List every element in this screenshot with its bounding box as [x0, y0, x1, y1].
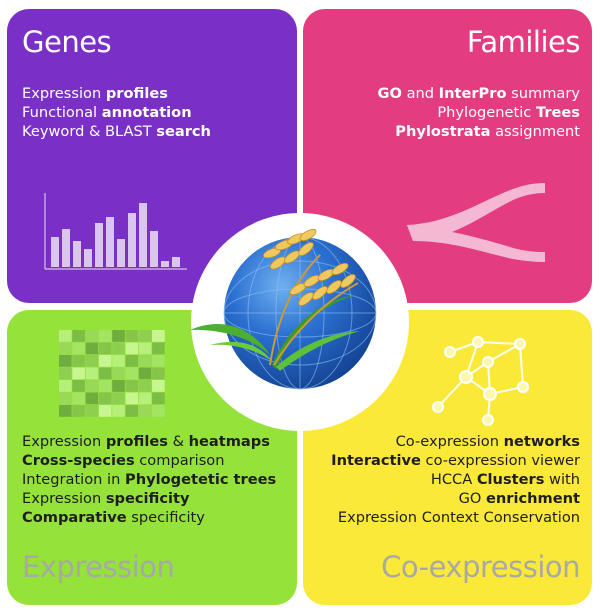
heatmap-cell: [85, 367, 99, 380]
heatmap-cell: [112, 330, 125, 342]
coexpression-feature-list: Co-expression networks Interactive co-ex…: [331, 432, 580, 527]
heatmap-cell: [152, 405, 165, 417]
expression-line: Expression profiles & heatmaps: [22, 433, 270, 450]
heatmap-cell: [112, 342, 125, 355]
heatmap-cell: [125, 367, 139, 380]
heatmap-cell: [152, 392, 165, 405]
genes-line: Functional annotation: [22, 104, 192, 121]
heatmap-cell: [98, 330, 112, 342]
heatmap-cell: [59, 405, 72, 417]
heatmap-cell: [138, 367, 152, 380]
heatmap-cell: [72, 355, 85, 367]
heatmap-cell: [59, 330, 72, 342]
heatmap-cell: [72, 330, 85, 342]
heatmap-cell: [125, 330, 139, 342]
expression-line: Cross-species comparison: [22, 452, 225, 469]
heatmap-cell: [85, 330, 99, 342]
heatmap-cell: [112, 405, 125, 417]
heatmap-cell: [112, 392, 125, 405]
coexpression-title: Co-expression: [381, 550, 580, 584]
heatmap-cell: [152, 367, 165, 380]
bar-chart-icon: [44, 193, 187, 270]
genes-line: Expression profiles: [22, 85, 168, 102]
families-line: Phylostrata assignment: [395, 123, 580, 140]
heatmap-cell: [125, 380, 139, 392]
heatmap-cell: [85, 342, 99, 355]
families-feature-list: GO and InterPro summary Phylogenetic Tre…: [378, 84, 580, 141]
heatmap-cell: [85, 355, 99, 367]
heatmap-cell: [138, 380, 152, 392]
heatmap-cell: [138, 330, 152, 342]
heatmap-cell: [59, 355, 72, 367]
heatmap-cell: [85, 380, 99, 392]
heatmap-cell: [138, 342, 152, 355]
heatmap-cell: [98, 392, 112, 405]
coexpression-line: Co-expression networks: [395, 433, 580, 450]
heatmap-cell: [72, 405, 85, 417]
heatmap-cell: [59, 342, 72, 355]
heatmap-cell: [98, 405, 112, 417]
network-icon: [432, 336, 529, 426]
phylogenetic-tree-icon: [407, 183, 545, 262]
heatmap-cell: [59, 380, 72, 392]
heatmap-cell: [138, 355, 152, 367]
families-title: Families: [466, 25, 581, 59]
families-line: GO and InterPro summary: [377, 85, 580, 102]
heatmap-cell: [125, 405, 139, 417]
genes-panel: Genes Expression profiles Functional ann…: [7, 9, 297, 303]
heatmap-cell: [152, 355, 165, 367]
coexpression-line: HCCA Clusters with: [430, 471, 580, 488]
heatmap-cell: [152, 330, 165, 342]
heatmap-cell: [72, 392, 85, 405]
heatmap-cell: [138, 392, 152, 405]
heatmap-cell: [112, 367, 125, 380]
genes-line: Keyword & BLAST search: [22, 123, 211, 140]
heatmap-cell: [152, 342, 165, 355]
heatmap-cell: [85, 392, 99, 405]
expression-line: Comparative specificity: [22, 509, 205, 526]
heatmap-cell: [59, 392, 72, 405]
heatmap-cell: [72, 380, 85, 392]
expression-feature-list: Expression profiles & heatmaps Cross-spe…: [22, 432, 276, 527]
genes-title: Genes: [22, 25, 112, 59]
heatmap-icon: [59, 330, 165, 417]
genes-feature-list: Expression profiles Functional annotatio…: [22, 84, 211, 141]
coexpression-line: GO enrichment: [458, 490, 580, 507]
heatmap-cell: [112, 355, 125, 367]
coexpression-line: Interactive co-expression viewer: [331, 452, 580, 469]
heatmap-cell: [98, 380, 112, 392]
expression-line: Integration in Phylogetetic trees: [22, 471, 277, 488]
heatmap-cell: [125, 355, 139, 367]
heatmap-cell: [59, 367, 72, 380]
heatmap-cell: [98, 355, 112, 367]
heatmap-cell: [138, 405, 152, 417]
heatmap-cell: [112, 380, 125, 392]
heatmap-cell: [98, 342, 112, 355]
globe-wheat-logo: [190, 228, 377, 390]
heatmap-cell: [85, 405, 99, 417]
heatmap-cell: [98, 367, 112, 380]
expression-title: Expression: [22, 550, 175, 584]
families-line: Phylogenetic Trees: [437, 104, 580, 121]
heatmap-cell: [72, 342, 85, 355]
expression-line: Expression specificity: [22, 490, 190, 507]
coexpression-line: Expression Context Conservation: [337, 509, 580, 526]
heatmap-cell: [152, 380, 165, 392]
heatmap-cell: [72, 367, 85, 380]
heatmap-cell: [125, 342, 139, 355]
heatmap-cell: [125, 392, 139, 405]
